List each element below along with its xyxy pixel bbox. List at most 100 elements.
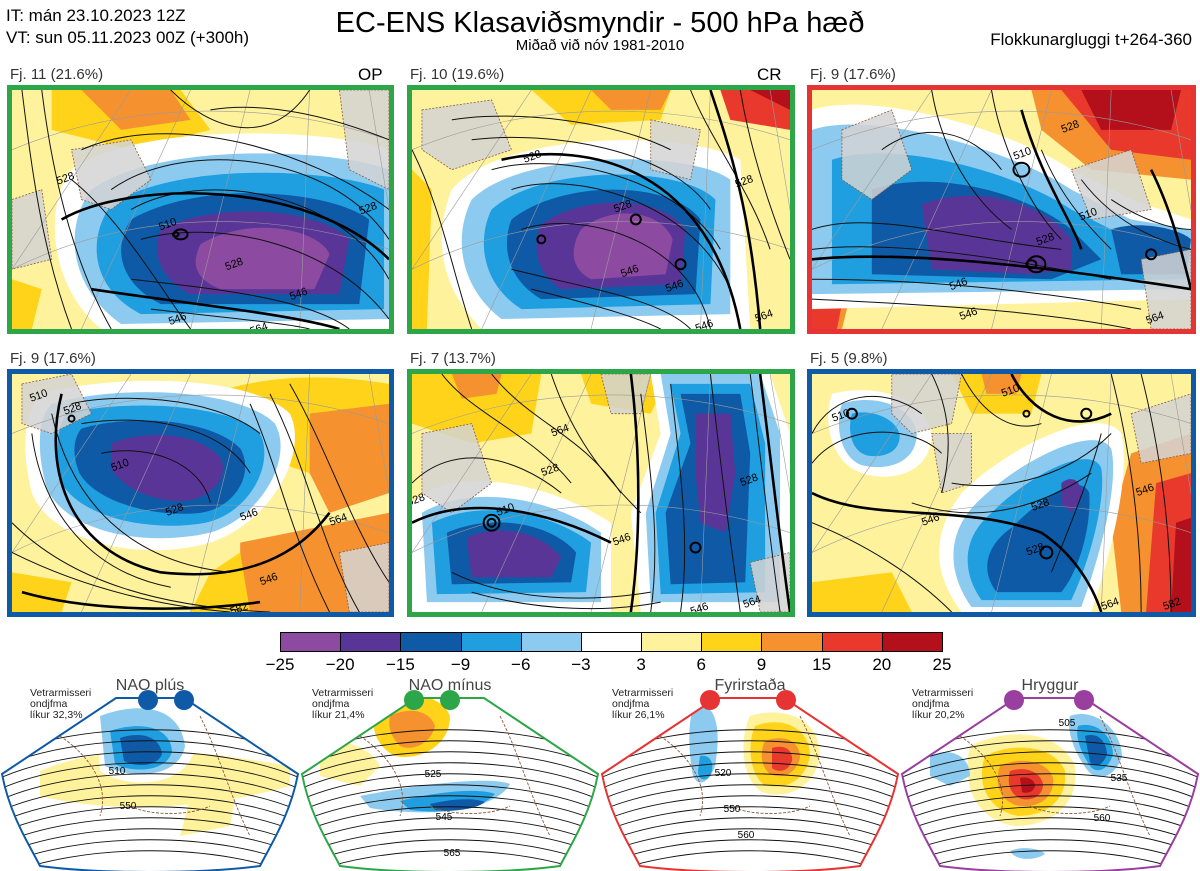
- coastline: [891, 374, 963, 434]
- anomaly-fill: [573, 213, 673, 280]
- height-contour: [302, 740, 598, 768]
- regime-climatology-line: ondjfma: [612, 698, 650, 710]
- low-center: [1022, 409, 1031, 418]
- graticule-line: [12, 504, 389, 553]
- colorbar-tick-label: 15: [812, 655, 832, 674]
- graticule-line: [481, 374, 592, 612]
- height-contour: [511, 268, 691, 329]
- page-title: EC-ENS Klasaviðsmyndir - 500 hPa hæð: [335, 7, 865, 39]
- contour-label: 510: [28, 387, 49, 404]
- height-contour: [961, 374, 1042, 427]
- height-contour: [269, 393, 360, 612]
- colorbar-tick-label: 3: [636, 655, 646, 674]
- graticule-line: [12, 110, 389, 151]
- coastline: [421, 423, 493, 514]
- height-contour: [881, 131, 1002, 170]
- regime-fan-border: [900, 697, 1200, 871]
- coastline: [21, 374, 92, 434]
- contour-label: 546: [619, 263, 640, 281]
- contour-label: 546: [238, 506, 259, 523]
- height-contour-major: [21, 590, 261, 610]
- graticule-line: [368, 374, 389, 495]
- colorbar-swatch: [400, 632, 462, 652]
- graticule-line: [769, 374, 790, 495]
- low-center: [1025, 259, 1038, 270]
- contour-label: 525: [425, 769, 442, 780]
- height-contour: [931, 374, 949, 494]
- height-contour: [902, 740, 1198, 768]
- graticule-line: [812, 110, 1191, 151]
- contour-label: 546: [167, 310, 188, 328]
- graticule-line: [412, 394, 790, 434]
- graticule-line: [1170, 90, 1191, 212]
- graticule-line: [700, 374, 711, 612]
- panel-5-label: Fj. 7 (13.7%): [410, 350, 496, 367]
- regime-climatology-line: Vetrarmisseri: [612, 687, 674, 699]
- height-contour-major: [54, 393, 331, 576]
- height-contour: [71, 397, 261, 434]
- height-contour: [812, 522, 952, 612]
- regime-climatology-line: líkur 32,3%: [30, 709, 83, 721]
- regime-fan-border: [600, 697, 900, 871]
- contour-label: 546: [1134, 481, 1155, 498]
- height-contour: [302, 751, 598, 779]
- low-center: [689, 541, 702, 554]
- colorbar-tick-label: −6: [511, 655, 531, 674]
- contour-label: 510: [830, 407, 851, 424]
- anomaly-fill: [987, 485, 1090, 593]
- regime-map-svg: 505 535 560: [900, 690, 1200, 871]
- anomaly-fill: [1081, 90, 1182, 130]
- graticule-line: [812, 374, 932, 554]
- anomaly-fill: [812, 572, 912, 612]
- height-contour: [31, 433, 171, 588]
- height-contour: [249, 403, 330, 612]
- regime-climatology: Vetrarmisseri ondjfma líkur 26,1%: [612, 688, 673, 721]
- height-contour: [302, 784, 598, 812]
- graticule-line: [1170, 374, 1191, 495]
- panel-2-label: Fj. 10 (19.6%): [410, 66, 505, 83]
- land-mask: [339, 542, 389, 612]
- regime-nao-minus: 525 545 565 NAO mínus Vetrarmisseri ondjfma lí…: [300, 676, 600, 871]
- cluster-map-svg: 528 510 528 546 528 546 564: [12, 90, 389, 329]
- contour-label: 528: [1035, 231, 1056, 249]
- colorbar-tick-label: −25: [265, 655, 295, 674]
- colorbar-tick-label: −9: [450, 655, 471, 674]
- contour-label: 564: [1144, 309, 1165, 327]
- land-mask: [421, 423, 492, 513]
- cluster-map-svg: 510 510 528 546 528 546 564 582: [812, 374, 1191, 612]
- height-contour: [471, 136, 711, 210]
- anomaly-fill: [389, 710, 435, 748]
- height-contour: [302, 806, 598, 834]
- height-contour: [602, 773, 898, 801]
- height-contour: [412, 149, 473, 329]
- regime-climatology-line: líkur 26,1%: [612, 709, 665, 721]
- regime-climatology-line: ondjfma: [312, 698, 350, 710]
- panel-4-label: Fj. 9 (17.6%): [10, 350, 96, 367]
- contour-label: 510: [1012, 145, 1033, 163]
- low-center: [536, 234, 547, 245]
- colorbar-swatch: [881, 632, 943, 652]
- height-contour: [1050, 433, 1102, 573]
- contour-label: 546: [958, 305, 979, 323]
- contour-label: 564: [550, 422, 571, 439]
- height-contour: [709, 374, 741, 612]
- height-contour: [12, 552, 231, 612]
- height-contour-major: [60, 192, 389, 261]
- coastline: [359, 715, 551, 837]
- panel-1-tag: OP: [358, 65, 383, 84]
- height-contour: [491, 163, 721, 250]
- graticule-line: [881, 90, 992, 329]
- colorbar-tick-label: 6: [696, 655, 706, 674]
- height-contour: [602, 762, 898, 790]
- anomaly-colorbar: [280, 632, 943, 652]
- anomaly-fill: [190, 552, 251, 612]
- cluster-map-panel-6: 510 510 528 546 528 546 564 582: [807, 369, 1196, 617]
- height-contour: [110, 159, 389, 240]
- height-contour: [902, 817, 1198, 845]
- colorbar-tick-label: −3: [571, 655, 591, 674]
- height-contour: [2, 806, 298, 834]
- contour-label: 510: [495, 501, 516, 518]
- graticule-line: [881, 374, 992, 612]
- land-mask: [841, 109, 912, 200]
- cluster-map-panel-1: 528 510 528 546 528 546 564: [7, 85, 394, 334]
